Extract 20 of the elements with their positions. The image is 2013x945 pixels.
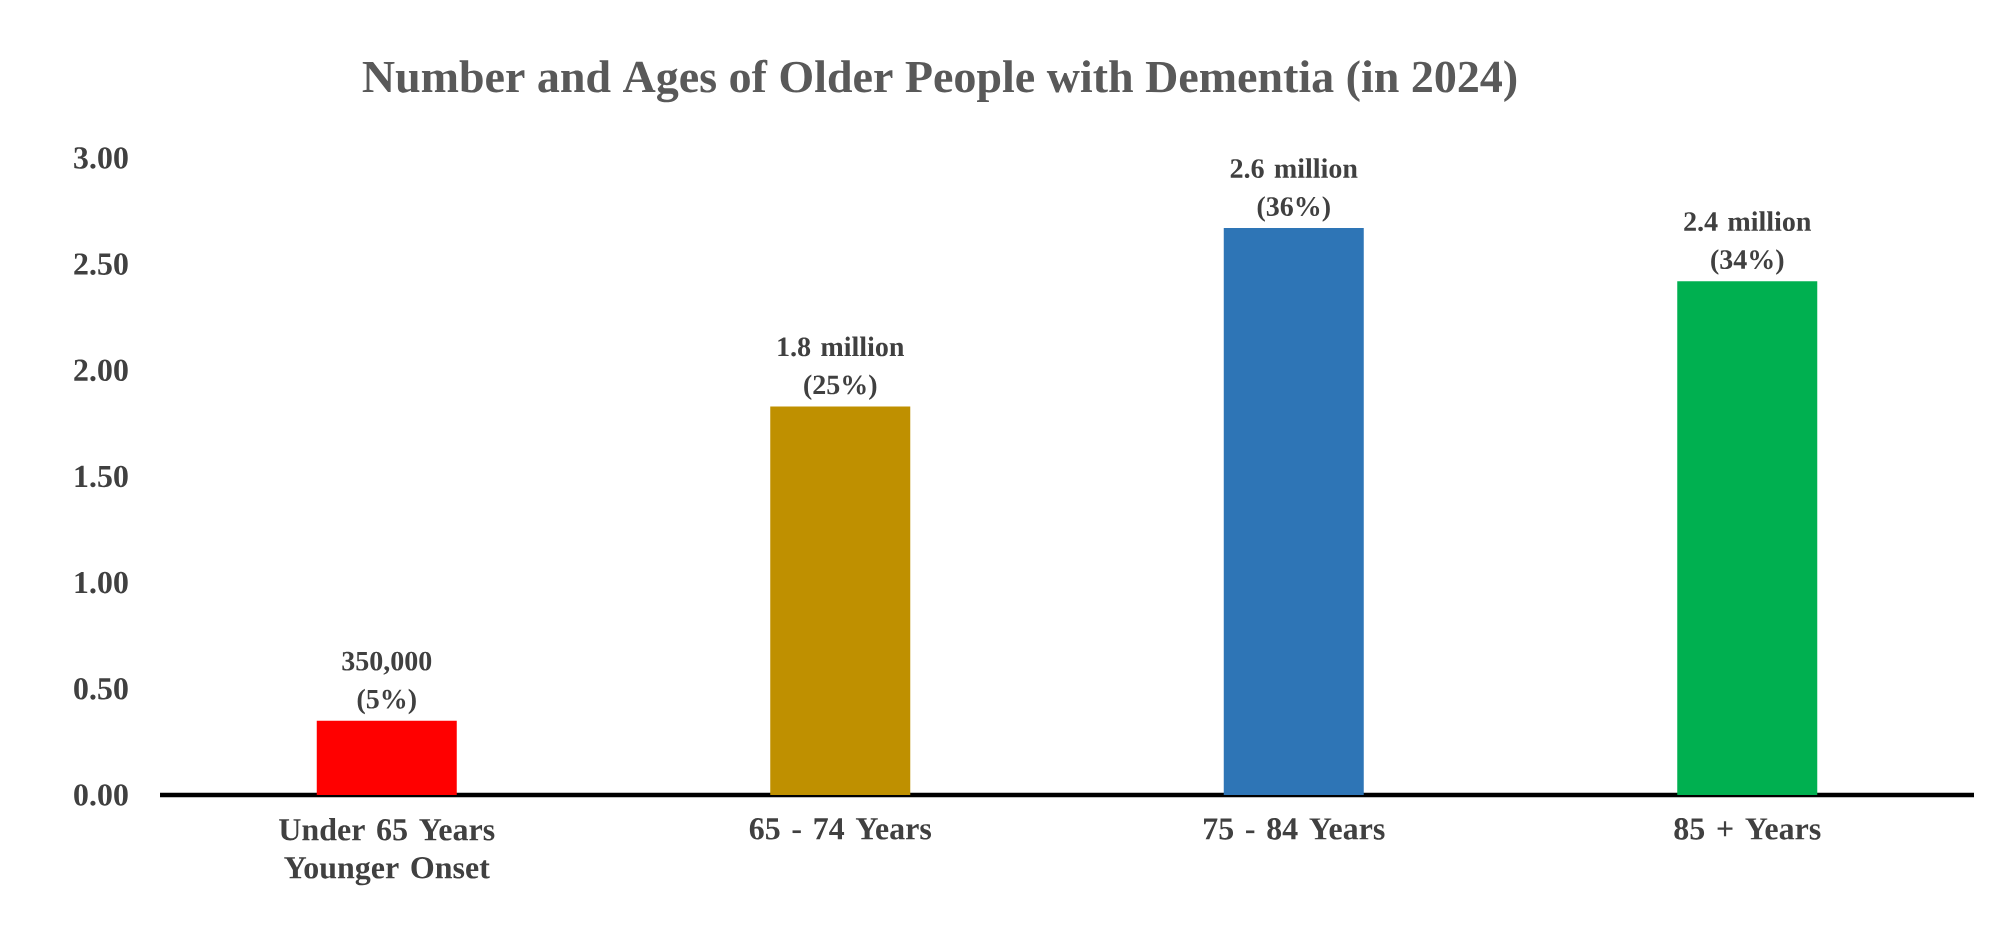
x-tick-label: Under 65 Years Younger Onset [279,818,495,886]
y-tick-label: 2.00 [74,359,128,382]
y-tick-label: 2.50 [74,253,128,275]
x-tick-label: 75 - 84 Years [1204,818,1385,840]
annotation: 2.4 million (34%) [1684,211,1812,275]
annotation: 2.6 million (36%) [1230,158,1358,222]
bar [1677,281,1818,795]
y-tick-label: 1.50 [75,465,128,488]
annotation: 1.8 million (25%) [778,336,905,401]
y-tick-label: 0.00 [74,784,128,806]
y-tick-label: 1.00 [75,571,128,594]
x-tick-label: 85 + Years [1674,818,1821,840]
x-tick-label: 65 - 74 Years [749,818,932,840]
chart-title: Number and Ages of Older People with Dementia (in 2024) [362,59,1517,103]
bar [770,406,911,795]
y-tick-label: 3.00 [74,147,128,169]
y-tick-label: 0.50 [74,677,128,700]
bar [1223,228,1364,795]
bar [316,720,457,795]
annotation: 350,000 (5%) [342,651,432,715]
